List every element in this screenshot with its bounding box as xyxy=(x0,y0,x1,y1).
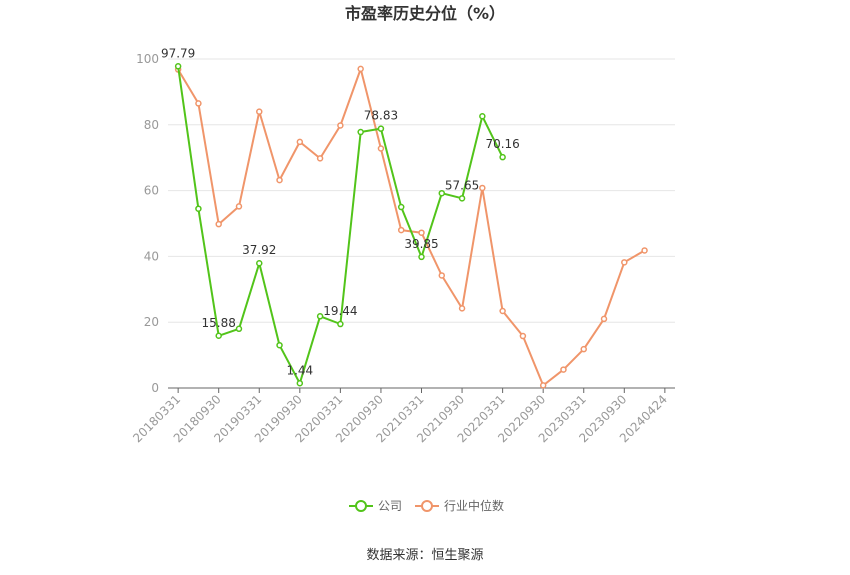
data-point xyxy=(195,100,202,107)
legend-marker-0[interactable] xyxy=(355,500,367,512)
data-point xyxy=(195,205,202,212)
data-labels: 97.79 15.88 37.92 1.44 19.44 78.83 39.85 57.65 7… xyxy=(161,46,520,377)
data-point xyxy=(357,65,364,73)
legend-marker-1[interactable] xyxy=(421,500,433,512)
legend-label-0[interactable]: 公司 xyxy=(378,499,402,513)
y-tick-label: 80 xyxy=(144,118,159,132)
axes: 0204060801002018033120180930201903312019… xyxy=(130,52,675,445)
data-point xyxy=(337,122,344,129)
legend-label-1[interactable]: 行业中位数 xyxy=(444,498,504,513)
data-label: 97.79 xyxy=(161,46,195,60)
data-point xyxy=(397,203,405,211)
data-point xyxy=(458,305,466,312)
data-point xyxy=(438,272,446,279)
data-point xyxy=(600,315,608,323)
data-point xyxy=(418,229,425,236)
data-point xyxy=(215,332,222,340)
data-point xyxy=(438,189,446,197)
data-point xyxy=(296,138,304,146)
series-line-0 xyxy=(177,66,504,385)
y-tick-label: 0 xyxy=(151,381,159,395)
data-point xyxy=(641,247,648,254)
y-tick-label: 20 xyxy=(144,315,159,329)
data-point xyxy=(276,176,283,184)
data-point xyxy=(316,313,324,320)
data-point xyxy=(276,341,283,349)
chart-title: 市盈率历史分位（%） xyxy=(345,4,505,23)
data-point xyxy=(621,259,628,266)
data-point xyxy=(479,184,486,192)
grid xyxy=(168,58,675,323)
data-point xyxy=(256,259,263,267)
data-point xyxy=(560,366,567,373)
y-tick-label: 100 xyxy=(136,52,159,66)
data-point xyxy=(235,203,243,210)
y-tick-label: 40 xyxy=(144,249,159,263)
data-point xyxy=(357,128,364,136)
data-point xyxy=(337,320,344,328)
data-label: 39.85 xyxy=(404,237,438,251)
data-point xyxy=(174,63,182,70)
data-point xyxy=(215,220,222,228)
data-point xyxy=(479,112,486,120)
data-point xyxy=(458,195,466,202)
data-point xyxy=(256,108,263,115)
data-point xyxy=(377,145,385,152)
data-label: 78.83 xyxy=(364,109,398,123)
data-label: 1.44 xyxy=(286,363,313,377)
data-point xyxy=(235,325,243,333)
data-label: 19.44 xyxy=(323,304,357,318)
data-label: 37.92 xyxy=(242,243,276,257)
data-label: 70.16 xyxy=(485,137,519,151)
data-point xyxy=(418,253,425,261)
data-point xyxy=(377,125,385,132)
data-point xyxy=(499,153,506,161)
source-note: 数据来源：恒生聚源 xyxy=(366,548,483,563)
data-point xyxy=(296,380,304,387)
data-point xyxy=(499,307,506,315)
data-point xyxy=(397,226,405,234)
data-point xyxy=(580,345,587,353)
data-label: 15.88 xyxy=(202,316,236,330)
data-point xyxy=(539,382,547,389)
legend[interactable]: 公司 行业中位数 xyxy=(349,498,504,513)
series-line-1 xyxy=(177,67,646,387)
y-tick-label: 60 xyxy=(144,184,159,198)
data-point xyxy=(316,155,324,162)
data-label: 57.65 xyxy=(445,178,479,192)
data-point xyxy=(519,332,527,340)
series-layer xyxy=(174,63,648,389)
